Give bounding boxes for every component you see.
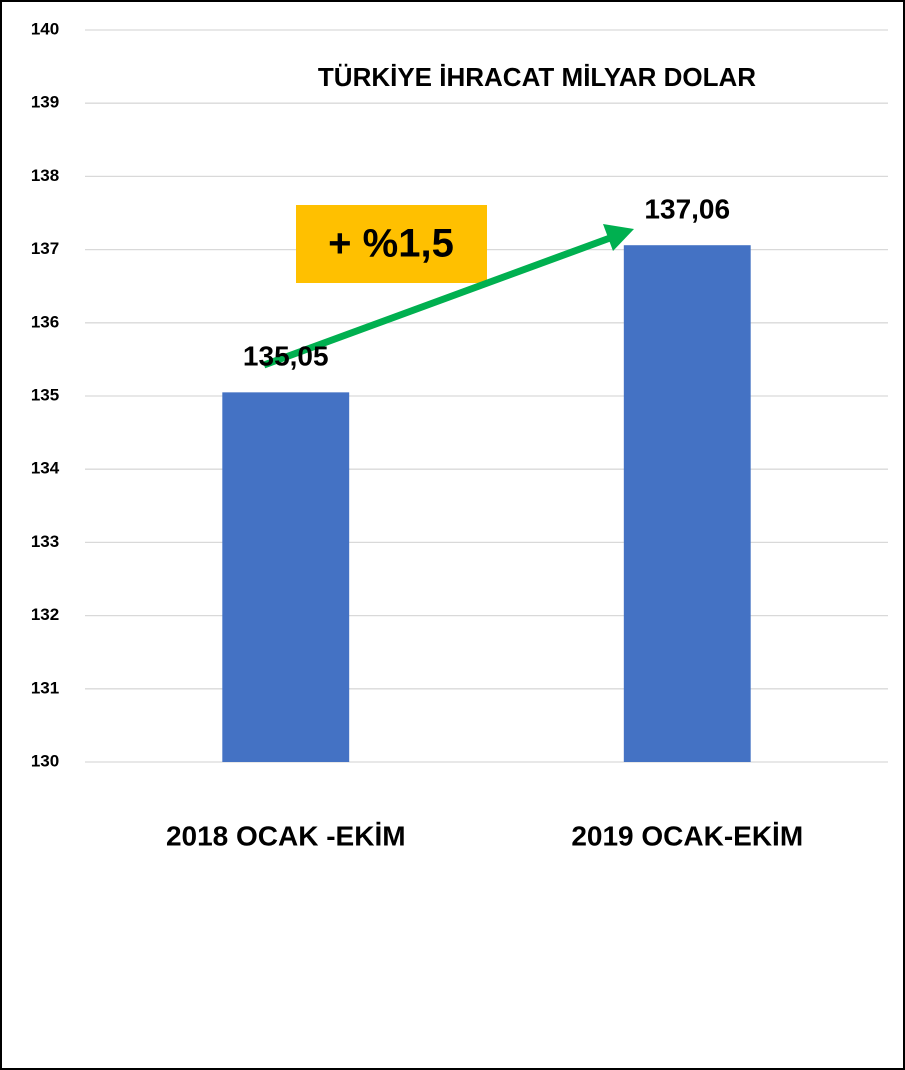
y-tick-label: 136 bbox=[31, 312, 59, 331]
y-tick-label: 133 bbox=[31, 532, 59, 551]
data-label: 135,05 bbox=[243, 341, 329, 372]
y-tick-label: 139 bbox=[31, 93, 59, 112]
y-tick-label: 131 bbox=[31, 678, 59, 697]
bar bbox=[623, 245, 751, 762]
y-tick-label: 140 bbox=[31, 19, 59, 38]
y-tick-label: 134 bbox=[31, 459, 60, 478]
y-tick-label: 132 bbox=[31, 605, 59, 624]
y-tick-label: 135 bbox=[31, 385, 59, 404]
arrow-head bbox=[603, 224, 634, 251]
x-tick-label: 2019 OCAK-EKİM bbox=[571, 820, 803, 851]
annotation-box bbox=[296, 205, 487, 283]
y-tick-label: 130 bbox=[31, 751, 59, 770]
bar bbox=[222, 392, 350, 762]
y-tick-label: 138 bbox=[31, 166, 59, 185]
data-label: 137,06 bbox=[644, 194, 730, 225]
annotation: + %1,5 bbox=[328, 222, 454, 266]
x-tick-label: 2018 OCAK -EKİM bbox=[166, 820, 406, 851]
arrow-shaft bbox=[262, 234, 612, 369]
y-tick-label: 137 bbox=[31, 239, 59, 258]
trend-arrow bbox=[262, 224, 634, 369]
chart-title: TÜRKİYE İHRACAT MİLYAR DOLAR bbox=[318, 62, 756, 92]
